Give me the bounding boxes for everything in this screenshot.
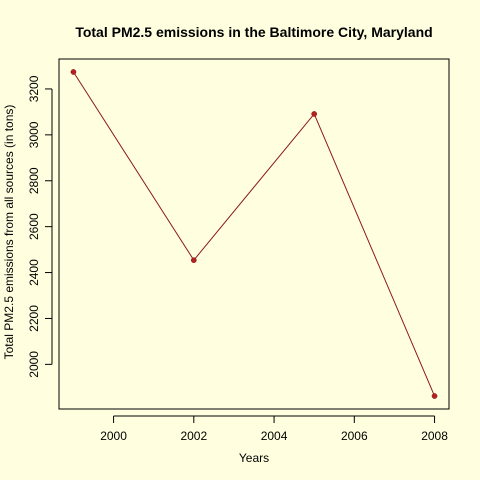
data-point [311, 111, 318, 117]
x-tick-label: 2004 [261, 429, 288, 443]
y-tick-label: 3200 [27, 75, 41, 102]
x-tick-label: 2002 [180, 429, 207, 443]
x-tick-label: 2000 [100, 429, 127, 443]
y-axis-label: Total PM2.5 emissions from all sources (… [2, 105, 16, 360]
plot-frame [58, 58, 450, 410]
chart-title: Total PM2.5 emissions in the Baltimore C… [75, 24, 432, 40]
y-tick-label: 2200 [27, 305, 41, 332]
series-line [73, 71, 436, 397]
x-axis-label: Years [239, 451, 269, 465]
y-tick-label: 3000 [27, 121, 41, 148]
y-tick-label: 2000 [27, 351, 41, 378]
y-tick-label: 2800 [27, 167, 41, 194]
y-tick-label: 2600 [27, 213, 41, 240]
x-tick-label: 2008 [421, 429, 448, 443]
y-tick-label: 2400 [27, 259, 41, 286]
data-point [70, 69, 77, 75]
plot-area: 2000 2002 2004 2006 2008 2000 2200 2400 2600 2800… [27, 58, 450, 443]
data-point [431, 393, 438, 399]
data-point [190, 257, 197, 264]
x-tick-label: 2006 [341, 429, 368, 443]
